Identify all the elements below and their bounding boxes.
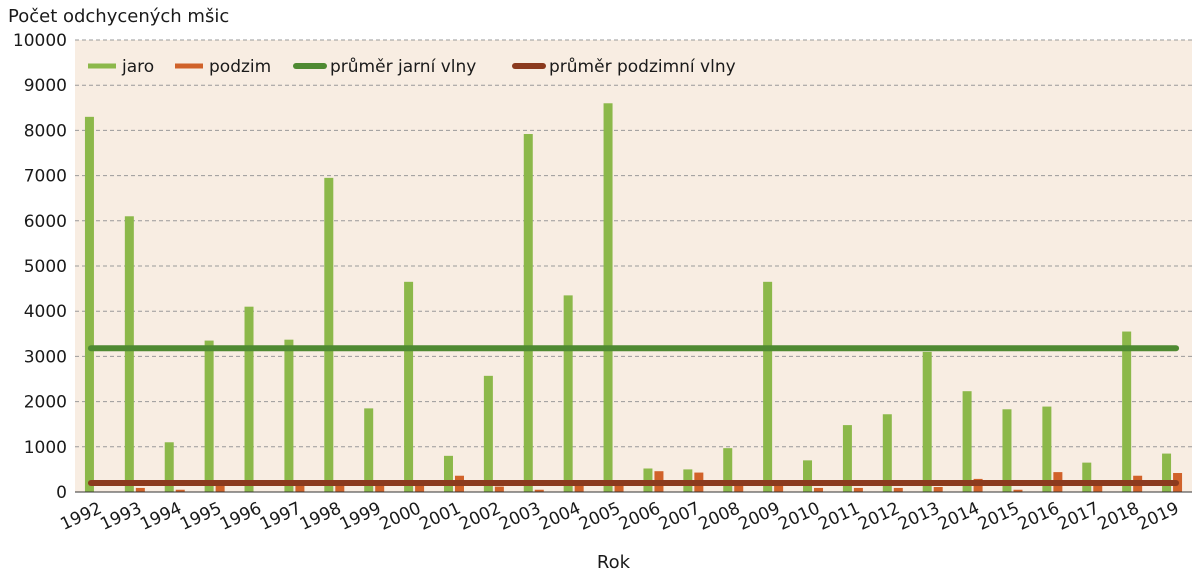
bar-jaro [962, 391, 972, 492]
bar-jaro [882, 414, 892, 492]
y-tick-label: 3000 [24, 347, 67, 367]
bar-jaro [1122, 331, 1132, 492]
bar-jaro [483, 375, 493, 492]
bar-podzim [415, 480, 425, 492]
bar-jaro [922, 351, 932, 492]
bar-jaro [842, 425, 852, 492]
bar-podzim [614, 481, 624, 492]
legend-label-podzim: podzim [209, 57, 271, 77]
y-tick-labels: 0 1000 2000 3000 4000 5000 6000 7000 8000 9000 100… [13, 31, 67, 503]
bar-jaro [723, 448, 733, 492]
y-tick-label: 0 [56, 483, 67, 503]
bar-podzim [175, 489, 185, 492]
bar-jaro [803, 460, 813, 492]
bar-podzim [215, 480, 225, 492]
y-tick-label: 1000 [24, 438, 67, 458]
bar-jaro [204, 340, 214, 492]
bar-jaro [164, 442, 174, 492]
x-tick-labels: 1992199319941995199619971998199920002001… [57, 498, 1182, 534]
bar-jaro [563, 295, 573, 492]
y-tick-label: 7000 [24, 167, 67, 187]
y-tick-label: 4000 [24, 302, 67, 322]
bar-podzim [375, 482, 385, 492]
legend-label-prumer-podzimni-vlny: průměr podzimní vlny [549, 57, 736, 77]
bar-jaro [84, 116, 94, 492]
bar-podzim [734, 482, 744, 492]
bar-podzim [933, 487, 943, 492]
bar-podzim [774, 481, 784, 492]
bar-podzim [574, 481, 584, 492]
y-tick-label: 10000 [13, 31, 67, 51]
bar-jaro [364, 408, 374, 492]
bar-podzim [814, 487, 824, 492]
bar-jaro [1002, 409, 1012, 492]
bar-jaro [763, 281, 773, 492]
y-axis-title: Počet odchycených mšic [8, 6, 229, 27]
bar-jaro [1042, 406, 1052, 492]
average-lines [87, 345, 1180, 486]
legend-label-prumer-jarni-vlny: průměr jarní vlny [330, 57, 476, 77]
bar-podzim [893, 487, 903, 492]
x-tick-label: 2019 [1135, 498, 1183, 534]
bar-jaro [284, 339, 294, 492]
legend: jaro podzim průměr jarní vlny průměr pod… [88, 57, 736, 77]
bar-jaro [244, 306, 254, 492]
bar-jaro [603, 103, 613, 492]
bar-podzim [494, 486, 504, 492]
bar-podzim [1013, 489, 1023, 492]
x-axis-title: Rok [597, 552, 631, 573]
bar-podzim [853, 487, 863, 492]
bar-podzim [1093, 482, 1103, 492]
bar-jaro [1082, 462, 1092, 492]
bar-jaro [124, 216, 134, 492]
bar-podzim [135, 487, 145, 492]
plot-background [75, 40, 1192, 492]
bar-jaro [1162, 453, 1172, 492]
bar-podzim [534, 489, 544, 492]
y-tick-label: 9000 [24, 76, 67, 96]
bar-jaro [523, 134, 533, 493]
y-tick-label: 8000 [24, 121, 67, 141]
bar-jaro [324, 177, 334, 493]
y-tick-label: 2000 [24, 393, 67, 413]
bar-podzim [335, 482, 345, 492]
bar-jaro [404, 281, 414, 492]
y-tick-label: 5000 [24, 257, 67, 277]
bar-podzim [295, 480, 305, 492]
y-tick-label: 6000 [24, 212, 67, 232]
legend-label-jaro: jaro [121, 57, 154, 77]
bar-jaro [443, 455, 453, 492]
